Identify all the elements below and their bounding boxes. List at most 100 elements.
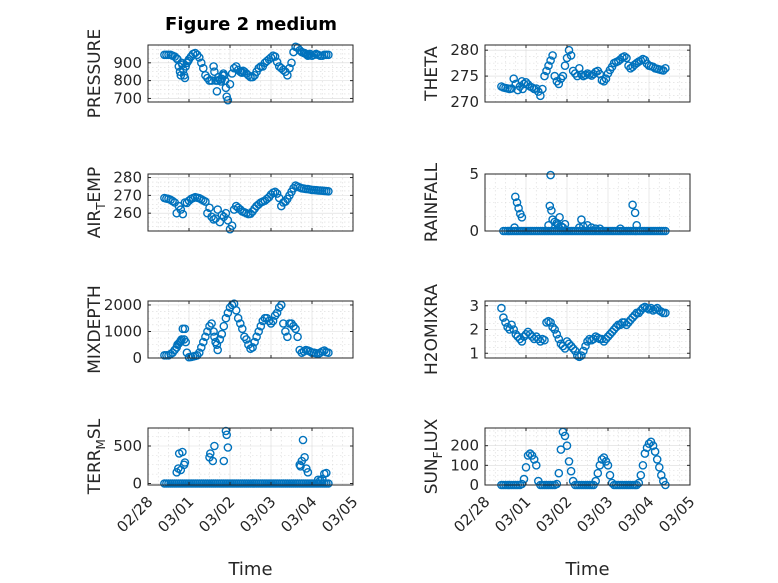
data-point [542, 66, 551, 76]
axes-box [147, 427, 354, 486]
data-point [270, 52, 280, 61]
data-point [283, 332, 292, 342]
y-tick-label: 0 [132, 475, 142, 493]
y-axis-label: AIRTEMP [85, 167, 108, 238]
data-point [512, 198, 522, 207]
data-point [657, 470, 666, 480]
y-tick-label: 0 [132, 349, 142, 367]
data-point [601, 74, 611, 83]
data-point [609, 325, 619, 334]
data-point [219, 321, 229, 331]
y-axis-label: SUNFLUX [422, 418, 445, 494]
data-point [207, 319, 216, 328]
data-point [577, 70, 586, 79]
data-point [176, 205, 186, 214]
data-point [644, 439, 654, 449]
data-point [227, 69, 237, 78]
y-tick-label: 2000 [104, 296, 142, 314]
data-point [548, 322, 557, 332]
data-point [661, 64, 670, 73]
data-point [207, 76, 216, 85]
data-point [246, 209, 255, 218]
x-tick-label: 03/01 [154, 493, 197, 536]
data-point [630, 310, 639, 320]
data-point [180, 324, 190, 334]
data-point [517, 337, 527, 346]
data-point [321, 468, 331, 478]
data-point [278, 319, 288, 328]
data-point [634, 478, 644, 488]
data-point [319, 346, 329, 355]
data-point [252, 332, 261, 342]
data-point [570, 346, 580, 356]
x-tick-label: 02/28 [450, 493, 493, 536]
data-point [205, 449, 215, 458]
data-point [552, 479, 562, 489]
subplot-h2omixra: 1 2 3 H2OMIXRA [422, 284, 691, 375]
data-point [194, 348, 204, 358]
data-point [219, 456, 229, 466]
axes-box [147, 173, 354, 232]
data-point [196, 58, 206, 68]
x-tick-label: 03/02 [532, 493, 575, 536]
data-point [223, 443, 233, 452]
data-point [603, 460, 613, 470]
data-point [560, 431, 570, 441]
x-axis-label: Time [227, 559, 272, 580]
data-point [497, 303, 506, 313]
data-point [521, 462, 531, 472]
x-tick-label: 03/02 [195, 493, 238, 536]
data-point [514, 203, 523, 213]
data-point [213, 205, 222, 214]
data-point [589, 334, 598, 344]
data-point [554, 334, 564, 344]
data-point [268, 316, 278, 326]
data-point [579, 222, 588, 231]
data-point [546, 170, 555, 180]
axes-box [484, 44, 691, 103]
data-point [622, 53, 631, 63]
data-point [287, 58, 296, 68]
axes-box [484, 173, 691, 232]
data-point [223, 215, 233, 225]
data-point [250, 337, 259, 347]
data-point [192, 350, 202, 360]
data-point [628, 200, 637, 210]
data-point [198, 337, 208, 347]
data-point [527, 83, 537, 92]
data-point [209, 327, 218, 336]
data-point [555, 212, 564, 222]
data-point [205, 203, 214, 213]
data-point [518, 84, 528, 94]
data-point [317, 474, 327, 484]
data-point [168, 196, 177, 206]
data-point [291, 324, 300, 334]
data-point [315, 476, 325, 485]
data-point [509, 325, 519, 334]
data-point [281, 327, 290, 336]
data-point [300, 452, 309, 462]
subplot-terr-msl: 0 500 TERRMSL02/2803/0103/0203/0303/0403/0… [85, 418, 361, 580]
data-point [550, 325, 560, 334]
data-point [536, 337, 545, 346]
x-tick-label: 03/04 [614, 493, 657, 536]
data-point [652, 455, 662, 464]
data-point [544, 61, 553, 70]
data-point [272, 189, 282, 198]
y-axis-label: THETA [422, 46, 442, 102]
axes-box [147, 44, 354, 103]
y-tick-label: 500 [113, 437, 142, 455]
data-point [597, 455, 607, 464]
figure-title: Figure 2 medium [165, 14, 337, 35]
x-axis-label: Time [564, 559, 609, 580]
x-tick-label: 03/03 [236, 493, 279, 536]
data-point [583, 220, 592, 230]
data-point [266, 319, 276, 328]
data-point [568, 344, 578, 353]
y-tick-label: 0 [469, 222, 479, 240]
data-point [227, 221, 237, 230]
